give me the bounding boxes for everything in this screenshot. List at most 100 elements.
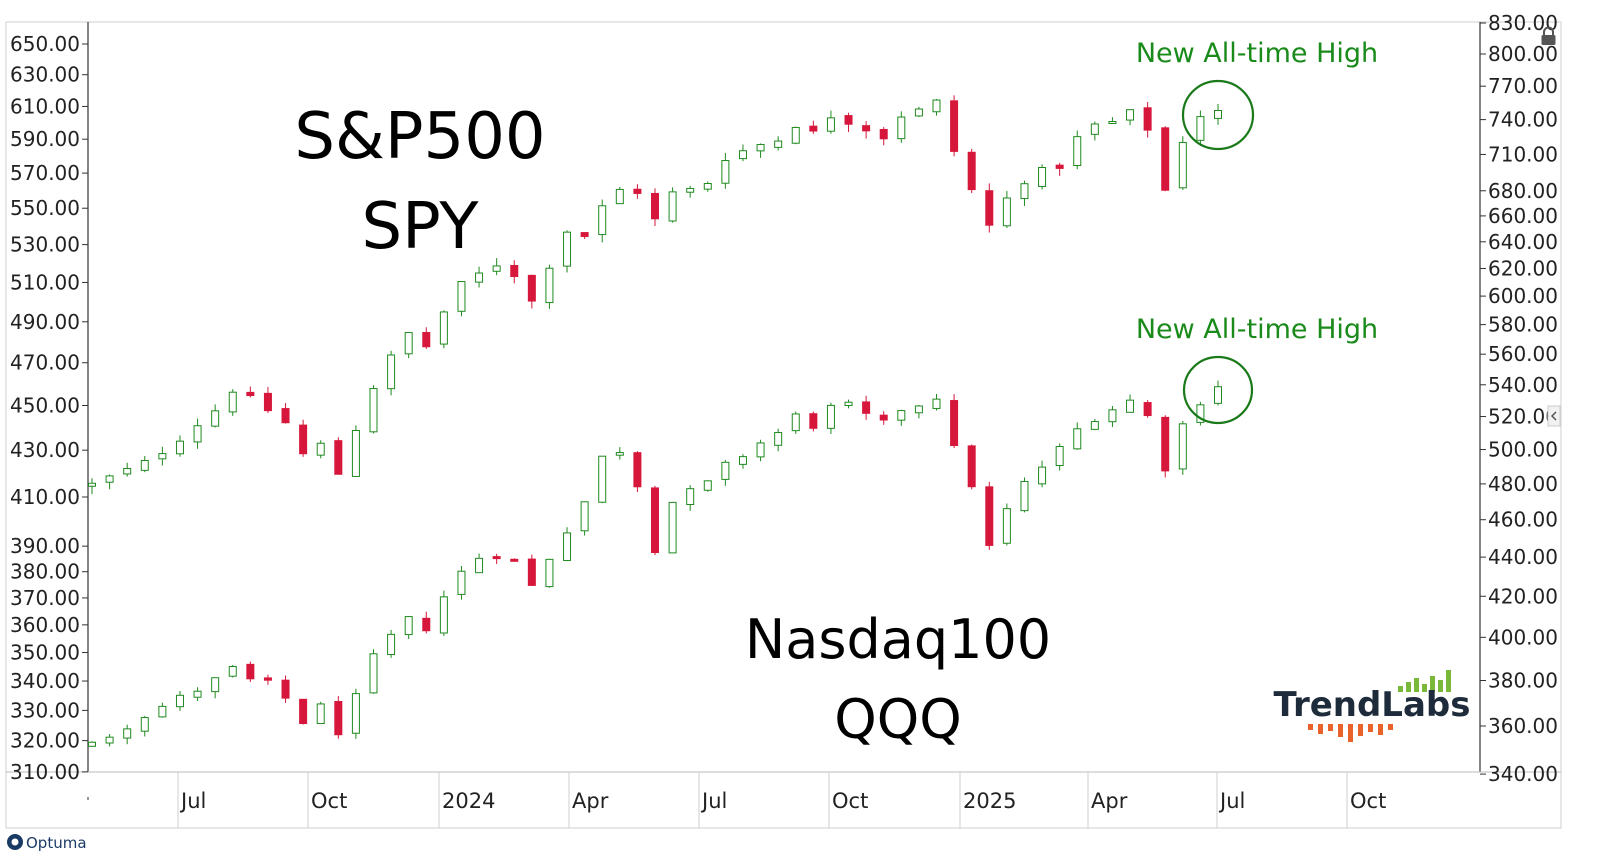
spy-candle — [1090, 123, 1099, 135]
qqq-candle — [1108, 409, 1117, 423]
spy-candle — [387, 354, 396, 390]
spy-candle — [88, 482, 96, 487]
qqq-candles — [88, 380, 1222, 747]
qqq-candle — [633, 452, 642, 488]
spy-candle — [563, 231, 572, 267]
right-tick-label: 620.00 — [1488, 257, 1558, 281]
qqq-candle — [88, 741, 96, 747]
qqq-candle — [985, 486, 994, 546]
qqq-candle — [404, 616, 413, 636]
qqq-candle — [1090, 421, 1099, 430]
lock-icon[interactable] — [1541, 26, 1556, 46]
optuma-brand: Optuma — [7, 834, 87, 852]
qqq-candle — [809, 413, 818, 429]
right-tick-label: 500.00 — [1488, 438, 1558, 462]
spy-candle — [545, 267, 554, 304]
spy-candle — [950, 100, 959, 152]
right-tick-label: 480.00 — [1488, 472, 1558, 496]
left-tick-label: 340.00 — [10, 669, 80, 693]
left-tick-label: 410.00 — [10, 485, 80, 509]
qqq-candle — [510, 558, 519, 562]
right-tick-label: 770.00 — [1488, 74, 1558, 98]
spy-candle — [105, 475, 114, 483]
left-tick-label: 330.00 — [10, 698, 80, 722]
spy-candle — [175, 440, 184, 455]
spy-candle — [457, 281, 466, 312]
qqq-candle — [457, 570, 466, 595]
left-tick-label: 310.00 — [10, 760, 80, 784]
qqq-candle — [263, 677, 272, 681]
spy-candle — [351, 430, 360, 477]
qqq-candle — [721, 461, 730, 480]
qqq-candle — [105, 736, 114, 744]
spy-candle — [686, 187, 695, 193]
x-tick-label: Oct — [311, 789, 347, 813]
qqq-ath-annotation: New All-time High — [1136, 314, 1378, 345]
qqq-candle — [967, 445, 976, 488]
qqq-candle — [369, 653, 378, 694]
qqq-candle — [914, 405, 923, 414]
qqq-candle — [140, 717, 149, 732]
qqq-candle — [211, 677, 220, 693]
trendlabs-logo: TrendLabs — [1273, 670, 1471, 742]
qqq-candle — [1020, 480, 1029, 512]
spy-candle — [826, 117, 835, 132]
spy-candle — [193, 425, 202, 443]
spy-candle — [774, 140, 783, 148]
left-axis-ticks: 650.00 630.00 610.00 590.00 570.00 550.00 530.… — [10, 32, 88, 784]
x-tick-label: Jul — [179, 789, 206, 813]
x-tick-label: Jul — [700, 789, 727, 813]
spy-candle — [862, 125, 871, 132]
spy-candle — [369, 388, 378, 433]
left-tick-label: 370.00 — [10, 586, 80, 610]
spy-candle — [492, 265, 501, 272]
qqq-candle — [545, 558, 554, 588]
spy-candle — [879, 128, 888, 140]
right-tick-label: 400.00 — [1488, 625, 1558, 649]
spy-candle — [844, 115, 853, 125]
left-tick-label: 380.00 — [10, 560, 80, 584]
qqq-candle — [387, 633, 396, 656]
qqq-candle — [527, 558, 536, 586]
spy-candle — [598, 205, 607, 236]
left-tick-label: 630.00 — [10, 63, 80, 87]
right-axis-ticks: 830.00 800.00 770.00 740.00 710.00 680.00660.… — [1480, 11, 1558, 786]
spy-candle — [439, 311, 448, 345]
left-tick-label: 450.00 — [10, 393, 80, 417]
chevron-left-icon[interactable] — [1547, 405, 1561, 427]
right-tick-label: 540.00 — [1488, 373, 1558, 397]
spy-candle — [299, 424, 308, 455]
x-tick-label: Oct — [832, 789, 868, 813]
spy-candle — [1161, 127, 1170, 191]
qqq-candle — [1055, 446, 1064, 467]
qqq-candle — [492, 556, 501, 560]
logo-orange-bars — [1308, 724, 1393, 742]
x-tick-label: 2024 — [442, 789, 495, 813]
spy-candle — [738, 150, 747, 160]
spy-candle — [1002, 197, 1011, 227]
spy-candle — [1055, 164, 1064, 169]
spy-candle — [932, 99, 941, 113]
spy-ath-circle — [1181, 79, 1255, 151]
spy-candle — [334, 440, 343, 475]
spy-candle — [527, 274, 536, 302]
qqq-candle — [1143, 402, 1152, 417]
spy-candle — [809, 125, 818, 132]
spy-candle — [668, 191, 677, 222]
qqq-candle — [668, 501, 677, 554]
right-tick-label: 640.00 — [1488, 230, 1558, 254]
qqq-candle — [615, 452, 624, 456]
qqq-candle — [299, 698, 308, 724]
qqq-candle — [439, 596, 448, 634]
left-tick-label: 650.00 — [10, 32, 80, 56]
left-tick-label: 590.00 — [10, 127, 80, 151]
x-tick-label: Jul — [1218, 789, 1245, 813]
plot-frame — [5, 21, 1562, 829]
spy-label-line1: S&P500 — [294, 100, 545, 174]
qqq-candle — [158, 705, 167, 718]
spy-candle — [1214, 110, 1222, 119]
right-tick-label: 520.00 — [1488, 405, 1558, 429]
spy-candle — [967, 151, 976, 191]
spy-candle — [897, 116, 906, 140]
